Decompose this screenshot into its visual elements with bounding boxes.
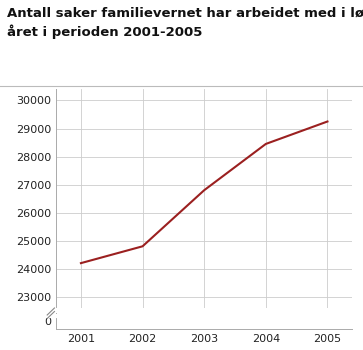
- Text: Antall saker familievernet har arbeidet med i løpet av
året i perioden 2001-2005: Antall saker familievernet har arbeidet …: [7, 7, 363, 39]
